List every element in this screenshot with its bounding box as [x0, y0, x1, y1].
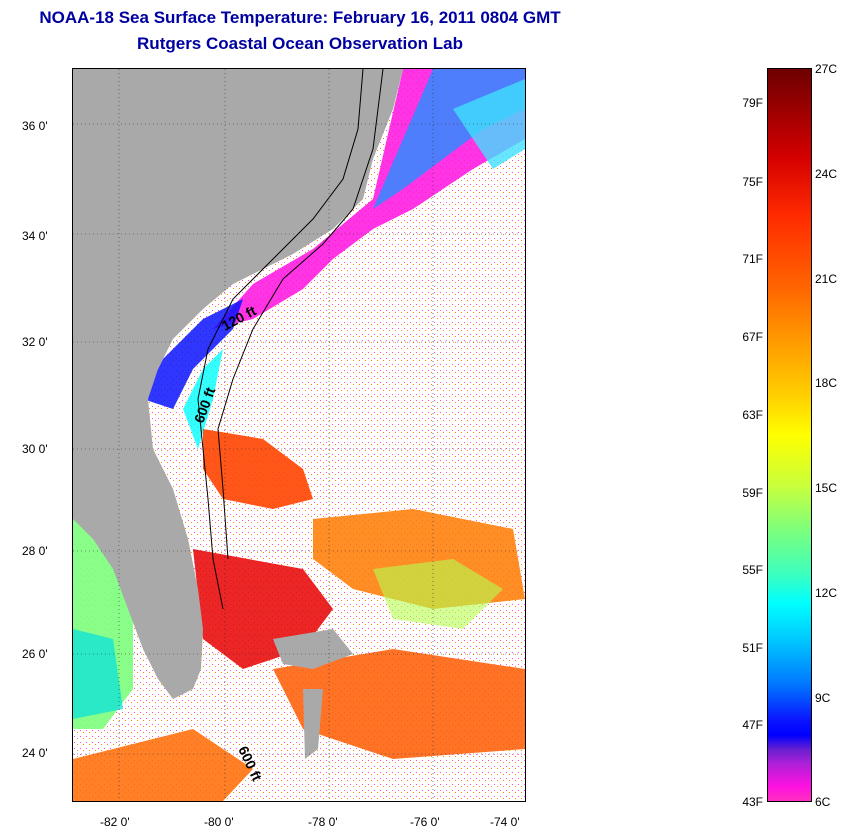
- lat-label-26: 26 0': [22, 647, 48, 661]
- colorbar: [767, 68, 812, 802]
- lon-label-76: -76 0': [410, 815, 440, 829]
- lon-label-78: -78 0': [308, 815, 338, 829]
- lat-label-24: 24 0': [22, 746, 48, 760]
- chart-title: NOAA-18 Sea Surface Temperature: Februar…: [39, 8, 561, 27]
- colorbar-c-24: 24C: [815, 167, 838, 181]
- sst-map: 120 ft 600 ft 600 ft: [72, 68, 526, 802]
- colorbar-f-59: 59F: [742, 486, 763, 500]
- contour-120ft: [197, 69, 364, 610]
- colorbar-c-9: 9C: [815, 691, 831, 705]
- lat-label-36: 36 0': [22, 119, 48, 133]
- warm-patch-4: [273, 649, 525, 759]
- warm-patch-1: [203, 429, 313, 509]
- colorbar-f-43: 43F: [742, 795, 763, 809]
- lon-label-74: -74 0': [490, 815, 520, 829]
- bahamas-island-2: [303, 689, 323, 759]
- bahamas-island-1: [273, 629, 353, 669]
- lon-label-80: -80 0': [204, 815, 234, 829]
- graticule: [73, 69, 525, 801]
- colorbar-f-75: 75F: [742, 175, 763, 189]
- lat-label-34: 34 0': [22, 229, 48, 243]
- colorbar-c-21: 21C: [815, 272, 838, 286]
- colorbar-c-27: 27C: [815, 62, 838, 76]
- colorbar-f-47: 47F: [742, 718, 763, 732]
- coastal-cold-water: [143, 299, 243, 409]
- chart-subtitle: Rutgers Coastal Ocean Observation Lab: [137, 34, 463, 53]
- colorbar-c-12: 12C: [815, 586, 838, 600]
- lat-label-28: 28 0': [22, 544, 48, 558]
- lat-label-32: 32 0': [22, 335, 48, 349]
- contour-600ft: [217, 69, 384, 560]
- warm-patch-5: [73, 729, 253, 801]
- green-patch: [373, 559, 503, 629]
- colorbar-f-63: 63F: [742, 408, 763, 422]
- colorbar-c-15: 15C: [815, 481, 838, 495]
- map-svg: 120 ft 600 ft 600 ft: [73, 69, 525, 801]
- colorbar-f-79: 79F: [742, 96, 763, 110]
- colorbar-f-71: 71F: [742, 252, 763, 266]
- lat-label-30: 30 0': [22, 442, 48, 456]
- gulf-cyan: [73, 629, 123, 719]
- colorbar-f-55: 55F: [742, 563, 763, 577]
- lon-label-82: -82 0': [100, 815, 130, 829]
- colorbar-f-67: 67F: [742, 330, 763, 344]
- colorbar-c-18: 18C: [815, 376, 838, 390]
- colorbar-c-6: 6C: [815, 795, 831, 809]
- coastal-cyan-strip: [183, 349, 223, 449]
- colorbar-f-51: 51F: [742, 641, 763, 655]
- land-mass: [73, 69, 403, 699]
